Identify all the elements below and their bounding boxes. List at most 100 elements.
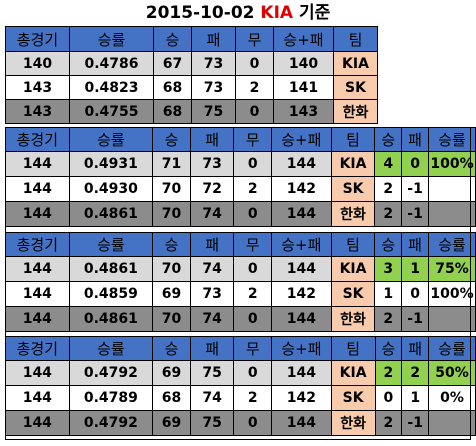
- table-cell: 2: [233, 281, 272, 307]
- table-cell: -1: [401, 410, 430, 436]
- table-cell: 2: [235, 75, 274, 100]
- header-row: 총경기 승률 승 패 무 승+패 팀 승 패 승률: [5, 127, 476, 152]
- table-cell: 70: [152, 306, 191, 332]
- team-cell: KIA: [330, 151, 376, 177]
- table-row: 144 0.4861 70 74 0 144 한화 2 -1: [5, 306, 476, 332]
- table-row: 144 0.4792 69 75 0 144 KIA 2 2 50%: [5, 360, 476, 386]
- table-cell: 2: [374, 306, 403, 332]
- team-cell: 한화: [333, 99, 378, 124]
- team-cell: SK: [330, 385, 376, 411]
- table-cell: 1: [401, 256, 429, 282]
- table-cell: 2: [401, 360, 430, 386]
- table-row: 143 0.4755 68 75 0 143 한화: [5, 99, 378, 124]
- table-cell: 75: [189, 360, 235, 386]
- column-header: 총경기: [5, 26, 70, 52]
- column-header: 승: [152, 336, 191, 361]
- table-cell: 4: [374, 151, 403, 177]
- table-cell: 0: [235, 99, 274, 124]
- column-header: 승+패: [271, 336, 332, 361]
- table-cell: 142: [271, 385, 332, 411]
- team-cell: SK: [330, 176, 376, 202]
- table-cell: 100%: [427, 281, 476, 307]
- table-cell: 70: [152, 201, 191, 227]
- column-header: 팀: [333, 26, 378, 52]
- table-cell: 143: [273, 99, 334, 124]
- table-cell: 0: [235, 51, 274, 76]
- table-row: 144 0.4930 70 72 2 142 SK 2 -1: [5, 176, 476, 202]
- team-cell: 한화: [330, 306, 376, 332]
- table-cell: -1: [401, 176, 429, 202]
- table-cell: 2: [233, 385, 273, 411]
- table-cell: 0: [401, 281, 429, 307]
- scenario-table-1: 총경기 승률 승 패 무 승+패 팀 승 패 승률 144 0.4931 71 73 0 144 KIA 4 0 10…: [5, 127, 476, 227]
- table-cell: -1: [401, 201, 429, 227]
- table-cell: 140: [273, 51, 334, 76]
- table-row: 143 0.4823 68 73 2 141 SK: [5, 75, 378, 100]
- header-row: 총경기 승률 승 패 무 승+패 팀 승 패 승률: [5, 336, 476, 361]
- table-cell: 144: [5, 281, 70, 307]
- column-header: 패: [189, 232, 235, 257]
- column-header: 승: [153, 26, 192, 52]
- table-cell: 3: [374, 256, 403, 282]
- column-header: 패: [401, 232, 429, 257]
- table-cell: 1: [374, 281, 403, 307]
- page-title: 2015-10-02 KIA 기준: [0, 0, 476, 26]
- table-cell: 0: [233, 360, 273, 386]
- column-header: 무: [233, 336, 273, 361]
- table-row: 144 0.4861 70 74 0 144 한화 2 -1: [5, 201, 476, 227]
- table-cell: 2: [233, 176, 272, 202]
- table-cell: 100%: [427, 151, 476, 177]
- table-cell: 140: [5, 51, 70, 76]
- table-cell: 0.4861: [68, 306, 154, 332]
- table-cell: 143: [5, 99, 70, 124]
- table-row: 140 0.4786 67 73 0 140 KIA: [5, 51, 378, 76]
- title-suffix: 기준: [298, 3, 331, 23]
- table-cell: 50%: [428, 360, 476, 386]
- table-cell: 0: [233, 151, 272, 177]
- column-header: 패: [189, 127, 235, 152]
- table-cell: 73: [191, 75, 236, 100]
- table-cell: 0.4789: [68, 385, 154, 411]
- table-cell: 0.4861: [68, 256, 154, 282]
- table-cell: 144: [5, 360, 70, 386]
- table-cell: 0.4859: [68, 281, 154, 307]
- column-header: 패: [189, 336, 235, 361]
- table-cell: 144: [5, 306, 70, 332]
- table-cell: 0.4931: [68, 151, 154, 177]
- table-cell: 0.4792: [68, 360, 154, 386]
- table-cell: -1: [401, 306, 429, 332]
- team-cell: 한화: [330, 201, 376, 227]
- table-cell: 75%: [427, 256, 476, 282]
- table-cell: 67: [153, 51, 192, 76]
- column-header: 팀: [330, 232, 376, 257]
- table-cell: 1: [401, 385, 430, 411]
- column-header: 승률: [427, 127, 476, 152]
- table-cell: 144: [5, 176, 70, 202]
- column-header: 승+패: [273, 26, 334, 52]
- table-cell: 2: [374, 360, 403, 386]
- table-cell: 74: [189, 256, 235, 282]
- column-header: 패: [401, 336, 430, 361]
- table-cell: 0.4930: [68, 176, 154, 202]
- scenario-table-2: 총경기 승률 승 패 무 승+패 팀 승 패 승률 144 0.4861 70 74 0 144 KIA 3 1 75…: [5, 232, 476, 332]
- table-cell: 75: [191, 99, 236, 124]
- table-cell: 70: [152, 176, 191, 202]
- table-cell: 74: [189, 306, 235, 332]
- table-cell: 144: [5, 151, 70, 177]
- team-cell: KIA: [330, 256, 376, 282]
- table-cell: 144: [271, 360, 332, 386]
- column-header: 승: [152, 232, 191, 257]
- table-row: 144 0.4789 68 74 2 142 SK 0 1 0%: [5, 385, 476, 411]
- column-header: 총경기: [5, 336, 70, 361]
- table-cell: 0.4792: [68, 410, 154, 436]
- table-row: 144 0.4861 70 74 0 144 KIA 3 1 75%: [5, 256, 476, 282]
- table-cell: 0: [401, 151, 429, 177]
- table-cell: 144: [5, 385, 70, 411]
- table-cell: 69: [152, 410, 191, 436]
- team-cell: KIA: [333, 51, 378, 76]
- table-cell: 73: [189, 151, 235, 177]
- column-header: 무: [235, 26, 274, 52]
- column-header: 승률: [68, 336, 154, 361]
- column-header: 승+패: [271, 127, 332, 152]
- table-cell: 73: [189, 281, 235, 307]
